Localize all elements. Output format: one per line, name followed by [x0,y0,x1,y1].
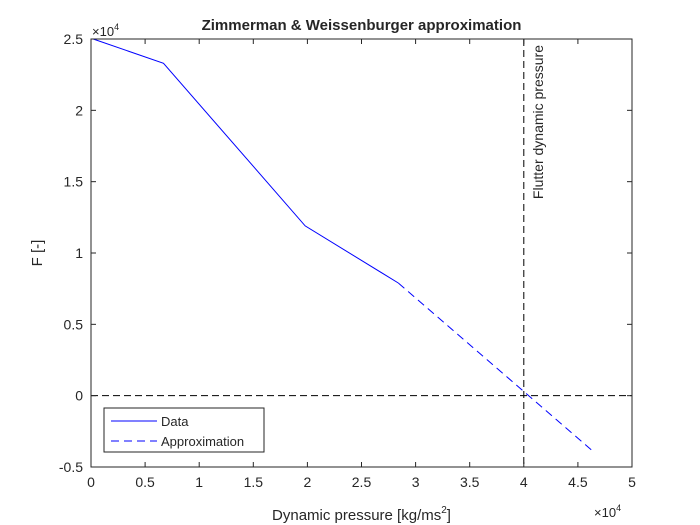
legend-label-data: Data [161,414,189,429]
x-tick-label: 5 [628,474,636,490]
series-line-approximation [397,282,594,452]
x-tick-label: 0.5 [135,474,155,490]
flutter-dynamic-pressure-label: Flutter dynamic pressure [530,45,546,199]
legend-label-approximation: Approximation [161,434,244,449]
x-tick-label: 4 [520,474,528,490]
x-tick-label: 4.5 [568,474,588,490]
series-layer [93,38,594,452]
series-line-data [93,38,399,284]
y-tick-label: 1.5 [64,174,84,190]
x-axis-exponent: ×104 [594,503,621,520]
y-axis-exponent-power: 4 [114,22,119,32]
x-axis-label-suffix: ] [447,507,451,524]
x-axis-label-superscript: 2 [441,505,447,516]
x-tick-label: 2 [304,474,312,490]
y-tick-label: 0.5 [64,316,84,332]
y-tick-label: 1 [75,245,83,261]
y-axis-exponent-base: ×10 [92,24,114,39]
x-tick-label: 2.5 [352,474,372,490]
x-tick-label: 1 [195,474,203,490]
x-tick-label: 3.5 [460,474,480,490]
ticks: 0 0.5 1 1.5 2 2.5 3 3.5 4 4.5 5-0.500.511.522.5 [59,31,636,490]
x-tick-label: 0 [87,474,95,490]
y-tick-label: 0 [75,388,83,404]
x-tick-label: 3 [412,474,420,490]
legend: Data Approximation [103,407,265,453]
x-axis-label: Dynamic pressure [kg/ms2] [272,505,451,524]
x-axis-label-main: Dynamic pressure [kg/ms [272,507,441,524]
y-tick-label: -0.5 [59,459,83,475]
x-tick-label: 1.5 [244,474,264,490]
legend-box [103,407,265,453]
plot-area [91,39,632,467]
y-axis-label: F [-] [29,240,46,267]
x-axis-exponent-base: ×10 [594,505,616,520]
y-tick-label: 2 [75,102,83,118]
y-tick-label: 2.5 [64,31,84,47]
x-axis-exponent-power: 4 [616,503,621,513]
reference-lines: Flutter dynamic pressure [91,39,632,467]
y-axis-exponent: ×104 [92,22,119,39]
chart-title: Zimmerman & Weissenburger approximation [202,17,522,34]
